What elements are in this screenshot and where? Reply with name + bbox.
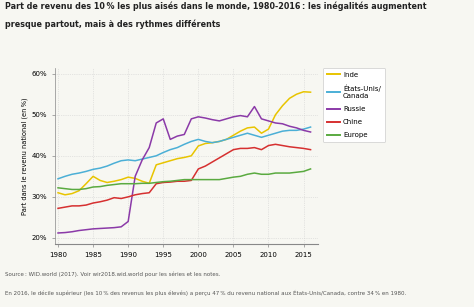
Text: En 2016, le décile supérieur (les 10 % des revenus les plus élevés) a perçu 47 %: En 2016, le décile supérieur (les 10 % d… [5, 290, 406, 296]
Text: Source : WID.world (2017). Voir wir2018.wid.world pour les séries et les notes.: Source : WID.world (2017). Voir wir2018.… [5, 272, 220, 277]
Text: Part de revenu des 10 % les plus aisés dans le monde, 1980-2016 : les inégalités: Part de revenu des 10 % les plus aisés d… [5, 2, 426, 11]
Legend: Inde, États-Unis/
Canada, Russie, Chine, Europe: Inde, États-Unis/ Canada, Russie, Chine,… [323, 68, 385, 142]
Text: presque partout, mais à des rythmes différents: presque partout, mais à des rythmes diff… [5, 20, 220, 29]
Y-axis label: Part dans le revenu national (en %): Part dans le revenu national (en %) [22, 97, 28, 215]
